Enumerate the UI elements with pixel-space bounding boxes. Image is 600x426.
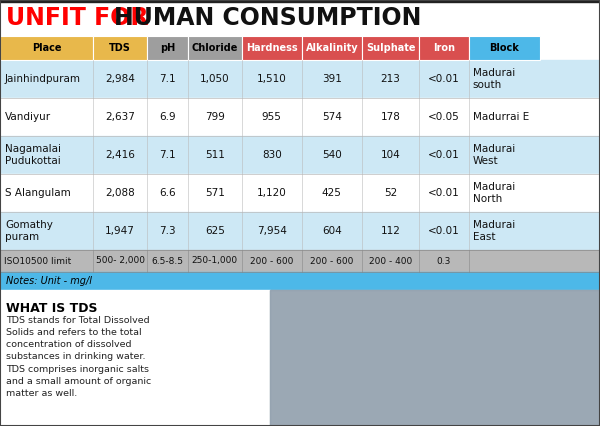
Text: <0.01: <0.01 <box>428 74 460 84</box>
Text: TDS: TDS <box>109 43 131 53</box>
Text: <0.01: <0.01 <box>428 226 460 236</box>
Text: 178: 178 <box>380 112 401 122</box>
Text: 1,947: 1,947 <box>105 226 135 236</box>
Text: 1,120: 1,120 <box>257 188 287 198</box>
Bar <box>242 36 302 60</box>
Bar <box>302 36 362 60</box>
Text: 200 - 600: 200 - 600 <box>250 256 293 265</box>
Text: 200 - 400: 200 - 400 <box>369 256 412 265</box>
Text: 112: 112 <box>380 226 401 236</box>
Text: 425: 425 <box>322 188 342 198</box>
Bar <box>0 212 600 250</box>
Bar <box>419 36 469 60</box>
Text: 2,984: 2,984 <box>105 74 135 84</box>
Text: 2,637: 2,637 <box>105 112 135 122</box>
Text: TDS stands for Total Dissolved
Solids and refers to the total
concentration of d: TDS stands for Total Dissolved Solids an… <box>6 316 151 398</box>
Text: Madurai
North: Madurai North <box>473 182 515 204</box>
Text: 830: 830 <box>262 150 281 160</box>
Text: Vandiyur: Vandiyur <box>5 112 51 122</box>
Bar <box>188 36 242 60</box>
Text: ISO10500 limit: ISO10500 limit <box>4 256 71 265</box>
Text: 799: 799 <box>205 112 225 122</box>
Text: 1,510: 1,510 <box>257 74 287 84</box>
Text: 104: 104 <box>381 150 400 160</box>
Text: Sulphate: Sulphate <box>366 43 415 53</box>
Text: 6.9: 6.9 <box>159 112 176 122</box>
Text: 52: 52 <box>384 188 397 198</box>
Bar <box>0 0 600 2</box>
Text: 2,088: 2,088 <box>105 188 135 198</box>
Text: <0.01: <0.01 <box>428 150 460 160</box>
Bar <box>93 36 147 60</box>
Text: Madurrai E: Madurrai E <box>473 112 529 122</box>
Text: 574: 574 <box>322 112 342 122</box>
Bar <box>469 36 540 60</box>
Bar <box>362 36 419 60</box>
Text: Iron: Iron <box>433 43 455 53</box>
Text: 1,050: 1,050 <box>200 74 230 84</box>
Text: 200 - 600: 200 - 600 <box>310 256 353 265</box>
Text: 604: 604 <box>322 226 341 236</box>
Text: 6.5-8.5: 6.5-8.5 <box>151 256 184 265</box>
Text: 540: 540 <box>322 150 341 160</box>
Bar <box>0 272 600 290</box>
Text: Chloride: Chloride <box>191 43 238 53</box>
Bar <box>147 36 188 60</box>
Text: Notes: Unit - mg/l: Notes: Unit - mg/l <box>6 276 92 286</box>
Text: S Alangulam: S Alangulam <box>5 188 71 198</box>
Text: 0.3: 0.3 <box>437 256 451 265</box>
Text: 955: 955 <box>262 112 282 122</box>
Text: HUMAN CONSUMPTION: HUMAN CONSUMPTION <box>114 6 421 30</box>
Text: <0.01: <0.01 <box>428 188 460 198</box>
Bar <box>0 36 93 60</box>
Text: 7.1: 7.1 <box>159 74 176 84</box>
Text: WHAT IS TDS: WHAT IS TDS <box>6 302 97 315</box>
Text: 7.3: 7.3 <box>159 226 176 236</box>
Text: Madurai
south: Madurai south <box>473 68 515 90</box>
Text: Nagamalai
Pudukottai: Nagamalai Pudukottai <box>5 144 61 166</box>
Text: 6.6: 6.6 <box>159 188 176 198</box>
Text: 511: 511 <box>205 150 225 160</box>
Text: 7,954: 7,954 <box>257 226 287 236</box>
Text: Alkalinity: Alkalinity <box>305 43 358 53</box>
Text: 250-1,000: 250-1,000 <box>192 256 238 265</box>
Bar <box>0 250 600 272</box>
Bar <box>0 290 270 426</box>
Text: 571: 571 <box>205 188 225 198</box>
Text: 391: 391 <box>322 74 342 84</box>
Text: Hardness: Hardness <box>246 43 298 53</box>
Text: 500- 2,000: 500- 2,000 <box>95 256 145 265</box>
Text: Jainhindpuram: Jainhindpuram <box>5 74 81 84</box>
Text: <0.05: <0.05 <box>428 112 460 122</box>
Bar <box>0 60 600 98</box>
Text: Madurai
West: Madurai West <box>473 144 515 166</box>
Bar <box>0 98 600 136</box>
Text: 625: 625 <box>205 226 225 236</box>
Text: 2,416: 2,416 <box>105 150 135 160</box>
Text: UNFIT FOR: UNFIT FOR <box>6 6 157 30</box>
Text: Madurai
East: Madurai East <box>473 220 515 242</box>
Text: pH: pH <box>160 43 175 53</box>
Bar <box>270 290 600 426</box>
Text: 213: 213 <box>380 74 401 84</box>
Text: Block: Block <box>490 43 519 53</box>
Bar <box>270 290 600 426</box>
Bar <box>0 0 600 36</box>
Bar <box>0 174 600 212</box>
Bar <box>0 136 600 174</box>
Text: 7.1: 7.1 <box>159 150 176 160</box>
Text: Gomathy
puram: Gomathy puram <box>5 220 53 242</box>
Text: Place: Place <box>32 43 61 53</box>
